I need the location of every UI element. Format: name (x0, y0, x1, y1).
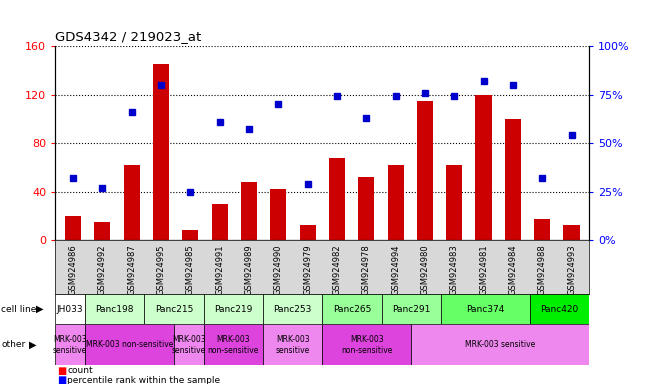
Bar (322, 324, 411, 365)
Text: GSM924986: GSM924986 (68, 244, 77, 295)
Text: GSM924978: GSM924978 (362, 244, 370, 295)
Bar (85, 294, 145, 324)
Text: GSM924992: GSM924992 (98, 244, 107, 295)
Text: GSM924979: GSM924979 (303, 244, 312, 295)
Text: GSM924987: GSM924987 (127, 244, 136, 295)
Text: Panc219: Panc219 (214, 305, 253, 314)
Text: ■: ■ (57, 366, 66, 376)
Bar (329, 157, 345, 240)
Bar (263, 324, 322, 365)
Bar (124, 165, 140, 240)
Bar (530, 294, 589, 324)
Bar (55, 294, 85, 324)
Text: GSM924980: GSM924980 (421, 244, 430, 295)
Bar (182, 230, 199, 240)
Text: GDS4342 / 219023_at: GDS4342 / 219023_at (55, 30, 202, 43)
Bar (270, 189, 286, 240)
Text: GSM924994: GSM924994 (391, 244, 400, 295)
Text: Panc291: Panc291 (392, 305, 430, 314)
Text: GSM924988: GSM924988 (538, 244, 547, 295)
Text: Panc215: Panc215 (155, 305, 193, 314)
Text: cell line: cell line (1, 305, 36, 314)
Bar (263, 294, 322, 324)
Text: MRK-003 sensitive: MRK-003 sensitive (465, 340, 535, 349)
Bar (381, 294, 441, 324)
Bar (65, 216, 81, 240)
Text: MRK-003 non-sensitive: MRK-003 non-sensitive (86, 340, 173, 349)
Text: GSM924989: GSM924989 (244, 244, 253, 295)
Text: Panc265: Panc265 (333, 305, 371, 314)
Text: GSM924984: GSM924984 (508, 244, 518, 295)
Text: Panc253: Panc253 (273, 305, 312, 314)
Text: Panc198: Panc198 (96, 305, 134, 314)
Text: ▶: ▶ (36, 304, 44, 314)
Bar (564, 225, 579, 240)
Bar (475, 94, 492, 240)
Bar (358, 177, 374, 240)
Text: MRK-003
non-sensitive: MRK-003 non-sensitive (341, 334, 393, 355)
Bar (299, 225, 316, 240)
Bar (387, 165, 404, 240)
Bar (417, 101, 433, 240)
Bar (212, 204, 228, 240)
Bar (94, 222, 110, 240)
Bar (55, 324, 85, 365)
Text: other: other (1, 340, 25, 349)
Text: MRK-003
non-sensitive: MRK-003 non-sensitive (208, 334, 259, 355)
Text: GSM924982: GSM924982 (333, 244, 341, 295)
Bar (505, 119, 521, 240)
Text: MRK-003
sensitive: MRK-003 sensitive (172, 334, 206, 355)
Bar (145, 294, 204, 324)
Bar (153, 64, 169, 240)
Text: MRK-003
sensitive: MRK-003 sensitive (53, 334, 87, 355)
Bar (322, 294, 381, 324)
Text: GSM924991: GSM924991 (215, 244, 224, 295)
Bar (534, 219, 550, 240)
Text: ▶: ▶ (29, 339, 37, 350)
Bar (204, 324, 263, 365)
Bar (204, 294, 263, 324)
Bar (411, 324, 589, 365)
Text: Panc420: Panc420 (540, 305, 579, 314)
Text: count: count (67, 366, 92, 376)
Text: JH033: JH033 (57, 305, 83, 314)
Text: percentile rank within the sample: percentile rank within the sample (67, 376, 220, 384)
Text: GSM924983: GSM924983 (450, 244, 459, 295)
Text: ■: ■ (57, 375, 66, 384)
Bar (174, 324, 204, 365)
Text: GSM924995: GSM924995 (156, 244, 165, 295)
Bar (446, 165, 462, 240)
Text: GSM924990: GSM924990 (274, 244, 283, 295)
Text: MRK-003
sensitive: MRK-003 sensitive (275, 334, 310, 355)
Bar (441, 294, 530, 324)
Text: Panc374: Panc374 (466, 305, 505, 314)
Bar (85, 324, 174, 365)
Text: GSM924981: GSM924981 (479, 244, 488, 295)
Text: GSM924985: GSM924985 (186, 244, 195, 295)
Bar (241, 182, 257, 240)
Text: GSM924993: GSM924993 (567, 244, 576, 295)
